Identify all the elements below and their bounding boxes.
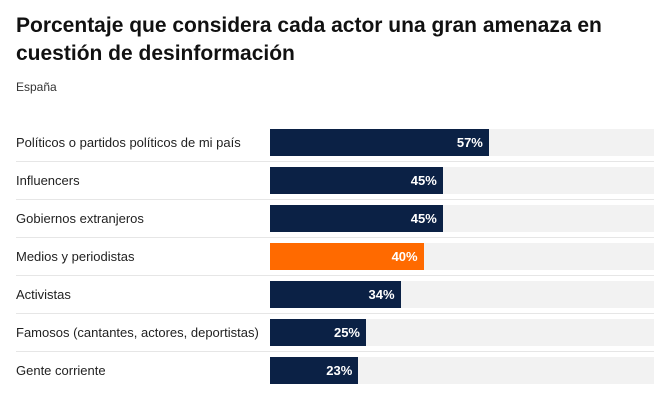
- value-label: 40%: [391, 249, 418, 264]
- chart-subtitle: España: [16, 80, 57, 94]
- bar-track: 57%: [270, 129, 654, 156]
- bar: 57%: [270, 129, 489, 156]
- bar-row: Influencers 45%: [0, 162, 664, 200]
- bar-track: 25%: [270, 319, 654, 346]
- bar-track: 40%: [270, 243, 654, 270]
- bar-row: Gobiernos extranjeros 45%: [0, 200, 664, 238]
- value-label: 57%: [456, 135, 483, 150]
- bar: 23%: [270, 357, 359, 384]
- row-divider: [16, 351, 654, 352]
- row-divider: [16, 275, 654, 276]
- row-divider: [16, 199, 654, 200]
- bar: 40%: [270, 243, 424, 270]
- category-label: Influencers: [16, 173, 80, 188]
- bar-track: 45%: [270, 205, 654, 232]
- bar-row: Medios y periodistas 40%: [0, 238, 664, 276]
- category-label: Gobiernos extranjeros: [16, 211, 144, 226]
- bar-row: Políticos o partidos políticos de mi paí…: [0, 124, 664, 162]
- bar-track: 45%: [270, 167, 654, 194]
- value-label: 25%: [333, 325, 360, 340]
- bar: 25%: [270, 319, 366, 346]
- bar: 34%: [270, 281, 401, 308]
- category-label: Medios y periodistas: [16, 249, 135, 264]
- value-label: 45%: [410, 173, 437, 188]
- bar: 45%: [270, 167, 443, 194]
- bar-track: 34%: [270, 281, 654, 308]
- category-label: Activistas: [16, 287, 71, 302]
- bar-track: 23%: [270, 357, 654, 384]
- row-divider: [16, 237, 654, 238]
- row-divider: [16, 313, 654, 314]
- category-label: Famosos (cantantes, actores, deportistas…: [16, 325, 259, 340]
- value-label: 34%: [368, 287, 395, 302]
- value-label: 45%: [410, 211, 437, 226]
- category-label: Políticos o partidos políticos de mi paí…: [16, 135, 241, 150]
- bar-chart: Políticos o partidos políticos de mi paí…: [0, 124, 664, 394]
- value-label: 23%: [326, 363, 353, 378]
- bar-row: Famosos (cantantes, actores, deportistas…: [0, 314, 664, 352]
- bar-row: Gente corriente 23%: [0, 352, 664, 390]
- bar-row: Activistas 34%: [0, 276, 664, 314]
- row-divider: [16, 161, 654, 162]
- chart-title: Porcentaje que considera cada actor una …: [16, 14, 602, 65]
- bar: 45%: [270, 205, 443, 232]
- category-label: Gente corriente: [16, 363, 106, 378]
